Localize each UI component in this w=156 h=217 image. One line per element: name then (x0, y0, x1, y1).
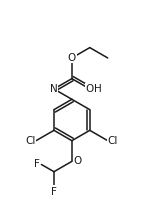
Text: H: H (94, 84, 102, 94)
Text: F: F (34, 159, 40, 169)
Text: N: N (50, 84, 58, 94)
Text: Cl: Cl (25, 136, 36, 146)
Text: F: F (51, 187, 57, 197)
Text: O: O (68, 53, 76, 63)
Text: O: O (86, 84, 94, 94)
Text: O: O (74, 156, 82, 166)
Text: Cl: Cl (108, 136, 118, 146)
